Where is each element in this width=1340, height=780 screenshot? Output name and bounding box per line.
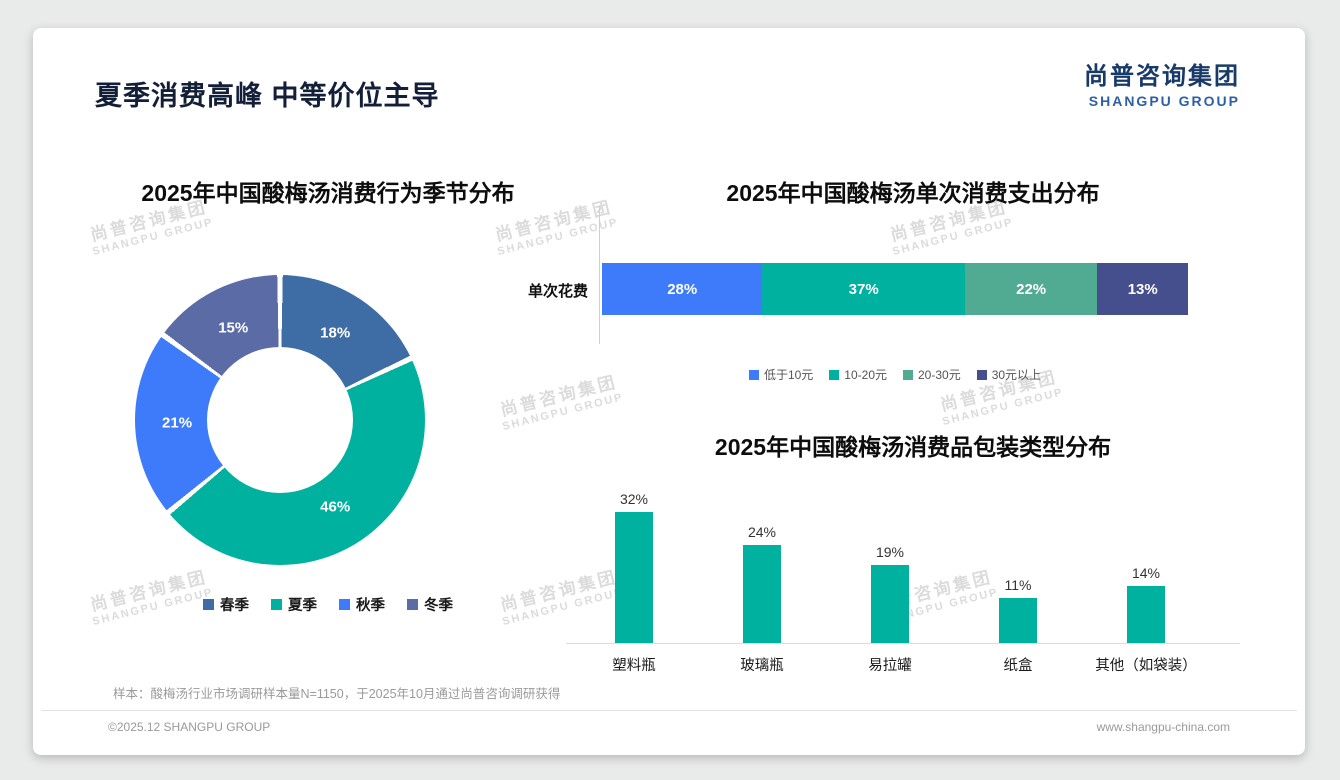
bar-value-label: 24% (747, 524, 777, 540)
legend-swatch (976, 369, 987, 380)
legend-label: 冬季 (424, 598, 453, 614)
legend-swatch (748, 369, 759, 380)
bar-chart-title: 2025年中国酸梅汤消费品包装类型分布 (714, 434, 1112, 460)
footer-copyright: ©2025.12 SHANGPU GROUP (108, 720, 271, 734)
legend-item: 冬季 (407, 594, 453, 615)
bar-chart-categories: 塑料瓶 玻璃瓶 易拉罐 纸盒 其他（如袋装） (570, 654, 1210, 675)
legend-item: 春季 (203, 594, 249, 615)
footer-divider (41, 710, 1297, 711)
donut-chart: 18% 46% 21% 15% (135, 275, 425, 565)
legend-label: 秋季 (356, 598, 385, 614)
slide-card: 尚普咨询集团 SHANGPU GROUP 尚普咨询集团 SHANGPU GROUP 尚普… (33, 28, 1305, 755)
bar-category-label: 塑料瓶 (612, 658, 656, 674)
bar (871, 565, 909, 643)
stacked-bar-segment: 37% (762, 263, 965, 315)
stacked-chart-title: 2025年中国酸梅汤单次消费支出分布 (726, 180, 1100, 206)
bar-value-label: 32% (619, 491, 649, 507)
donut-segment-label: 15% (218, 319, 249, 337)
bar-column: 19% (826, 544, 954, 643)
legend-label: 20-30元 (918, 368, 961, 382)
stacked-axis-line (599, 206, 600, 344)
sample-note: 样本：酸梅汤行业市场调研样本量N=1150，于2025年10月通过尚普咨询调研获… (113, 687, 561, 701)
stacked-category-label: 单次花费 (527, 283, 588, 300)
bar-category-label: 玻璃瓶 (740, 658, 784, 674)
bar-value-label: 11% (1004, 577, 1032, 593)
stacked-legend: 低于10元 10-20元 20-30元 30元以上 (602, 366, 1188, 383)
bar-chart: 32% 24% 19% 11% 14% (570, 462, 1210, 643)
bar (999, 598, 1037, 643)
legend-item: 秋季 (339, 594, 385, 615)
legend-label: 夏季 (288, 598, 317, 614)
legend-item: 夏季 (271, 594, 317, 615)
donut-segment-label: 18% (320, 324, 351, 342)
logo-text-cn: 尚普咨询集团 (1084, 63, 1240, 90)
bar-column: 24% (698, 524, 826, 643)
bar (743, 545, 781, 643)
stacked-bar-segment: 28% (602, 263, 763, 315)
legend-item: 30元以上 (976, 366, 1042, 383)
bar (1127, 586, 1165, 643)
donut-segment-label: 21% (162, 414, 193, 432)
legend-item: 10-20元 (829, 366, 887, 383)
legend-label: 春季 (220, 598, 249, 614)
bar-column: 32% (570, 491, 698, 643)
legend-item: 20-30元 (903, 366, 961, 383)
bar-chart-baseline (566, 643, 1240, 644)
donut-segment-label: 46% (320, 498, 351, 516)
page-title: 夏季消费高峰 中等价位主导 (95, 81, 440, 111)
footer-website: www.shangpu-china.com (1096, 720, 1230, 734)
bar-column: 14% (1082, 565, 1210, 643)
stacked-bar: 28% 37% 22% 13% (602, 263, 1188, 315)
legend-swatch (829, 369, 840, 380)
legend-swatch (903, 369, 913, 380)
company-logo: 尚普咨询集团 SHANGPU GROUP (1084, 56, 1240, 109)
legend-swatch (271, 599, 282, 610)
legend-label: 10-20元 (844, 368, 887, 382)
bar-category-label: 纸盒 (1003, 658, 1033, 674)
legend-item: 低于10元 (748, 366, 814, 383)
bar-value-label: 19% (875, 544, 905, 560)
donut-legend: 春季 夏季 秋季 冬季 (73, 594, 583, 615)
logo-text-en: SHANGPU GROUP (1088, 93, 1240, 109)
stacked-bar-segment: 13% (1097, 263, 1188, 315)
stacked-bar-segment: 22% (964, 263, 1098, 315)
legend-label: 低于10元 (763, 368, 814, 382)
legend-swatch (203, 599, 214, 610)
legend-swatch (339, 599, 350, 610)
legend-swatch (407, 599, 418, 610)
donut-hole (207, 347, 353, 493)
bar-category-label: 易拉罐 (868, 658, 912, 674)
bar (615, 512, 653, 643)
bar-column: 11% (954, 577, 1082, 643)
legend-label: 30元以上 (991, 368, 1042, 382)
donut-chart-title: 2025年中国酸梅汤消费行为季节分布 (141, 180, 515, 206)
bar-category-label: 其他（如袋装） (1095, 658, 1197, 674)
bar-value-label: 14% (1131, 565, 1161, 581)
